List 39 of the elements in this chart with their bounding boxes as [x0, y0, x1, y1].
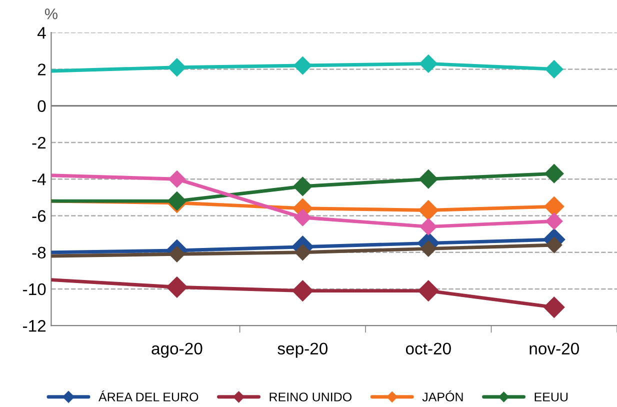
- point: [546, 236, 562, 254]
- point: [294, 244, 311, 260]
- point: [292, 280, 314, 302]
- y-tick-label: -10: [23, 283, 46, 296]
- y-tick-label: -2: [32, 136, 46, 148]
- point: [544, 296, 565, 318]
- point: [418, 200, 438, 220]
- legend-label: REINO UNIDO: [270, 392, 352, 402]
- legend-label: JAPÓN: [422, 390, 463, 402]
- y-axis-title: %: [44, 8, 58, 20]
- x-tick-label: nov-20: [530, 342, 579, 355]
- legend-label: EEUU: [534, 392, 568, 402]
- y-tick-label: 0: [38, 100, 46, 112]
- point: [418, 280, 439, 302]
- point: [294, 56, 312, 75]
- point: [418, 170, 438, 189]
- point: [168, 58, 186, 76]
- y-tick-label: 4: [37, 27, 46, 39]
- y-tick-label: -4: [32, 174, 46, 186]
- y-tick-label: -8: [32, 246, 46, 259]
- point: [546, 212, 563, 230]
- point: [420, 240, 436, 257]
- point: [166, 276, 188, 298]
- point: [168, 246, 185, 262]
- y-tick-label: 2: [38, 64, 46, 76]
- y-tick-label: -12: [23, 320, 46, 332]
- point: [419, 54, 438, 73]
- point: [544, 164, 564, 184]
- point: [294, 208, 312, 226]
- point: [293, 176, 312, 196]
- y-tick-label: -6: [32, 210, 46, 222]
- point: [545, 60, 564, 78]
- x-tick-label: ago-20: [152, 342, 202, 358]
- legend-label: ÁREA DEL EURO: [98, 390, 198, 402]
- point: [544, 196, 564, 217]
- x-tick-label: sep-20: [278, 342, 328, 358]
- point: [168, 170, 186, 188]
- point: [420, 218, 437, 236]
- x-tick-label: oct-20: [406, 342, 451, 355]
